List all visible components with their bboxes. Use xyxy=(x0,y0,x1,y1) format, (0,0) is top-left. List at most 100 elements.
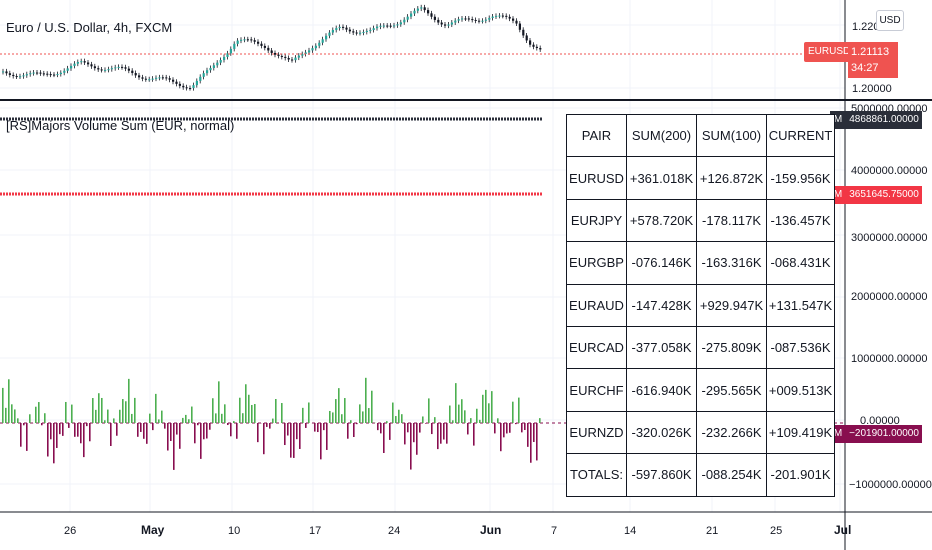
candle-body xyxy=(192,85,195,89)
histogram-bar xyxy=(377,423,379,431)
histogram-bar xyxy=(176,423,178,435)
histogram-bar xyxy=(83,423,85,458)
histogram-bar xyxy=(452,420,454,423)
histogram-bar xyxy=(26,423,28,451)
volume-sum-table: PAIR SUM(200) SUM(100) CURRENT EURUSD +3… xyxy=(566,113,835,497)
histogram-bar xyxy=(125,401,127,423)
time-axis-label: Jul xyxy=(834,523,851,537)
candle-body xyxy=(372,28,375,31)
histogram-bar xyxy=(404,423,406,445)
histogram-bar xyxy=(482,394,484,423)
candle-body xyxy=(274,52,277,55)
histogram-bar xyxy=(68,423,70,428)
histogram-bar xyxy=(350,420,352,423)
table-row: EURCAD -377.058K -275.809K -087.536K xyxy=(566,325,835,370)
candle-body xyxy=(488,17,491,20)
histogram-bar xyxy=(329,410,331,423)
histogram-bar xyxy=(23,423,25,426)
candle-body xyxy=(59,72,62,75)
candle-body xyxy=(226,53,229,57)
time-axis-label: 17 xyxy=(309,525,321,537)
indicator-title[interactable]: [RS]Majors Volume Sum (EUR, normal) xyxy=(6,118,235,133)
candle-body xyxy=(141,77,144,79)
time-axis[interactable]: 26 May 10 17 24 Jun 7 14 21 25 Jul xyxy=(64,523,851,537)
time-axis-label: 14 xyxy=(624,525,636,537)
candle-body xyxy=(124,67,127,69)
histogram-bar xyxy=(437,423,439,450)
histogram-bar xyxy=(107,409,109,423)
histogram-bar xyxy=(113,418,115,423)
histogram-bar xyxy=(59,423,61,435)
histogram-bar xyxy=(353,423,355,437)
candle-body xyxy=(158,77,161,79)
candle-body xyxy=(114,67,117,69)
time-axis-label: 26 xyxy=(64,525,76,537)
candle-body xyxy=(437,19,440,23)
histogram-bar xyxy=(86,423,88,427)
candle-body xyxy=(233,43,236,49)
chart-title[interactable]: Euro / U.S. Dollar, 4h, FXCM xyxy=(6,20,173,35)
chart-grid xyxy=(0,0,845,512)
candle-body xyxy=(29,73,32,75)
histogram-bar xyxy=(197,423,199,426)
candle-body xyxy=(508,16,511,19)
candle-body xyxy=(15,76,18,78)
histogram-bar xyxy=(281,403,283,423)
histogram-bar xyxy=(539,418,541,423)
candle-body xyxy=(257,41,260,44)
candle-body xyxy=(308,50,311,53)
candle-body xyxy=(512,18,515,21)
price-axis-label: 1.20000 xyxy=(852,83,892,95)
candle-body xyxy=(42,73,45,75)
histogram-bar xyxy=(185,414,187,423)
price-axis[interactable]: 1.220 1.20000 xyxy=(852,21,892,95)
candle-body xyxy=(294,57,297,61)
candle-body xyxy=(365,30,368,32)
histogram-bar xyxy=(380,423,382,434)
candle-body xyxy=(328,32,331,36)
table-cell: EURUSD xyxy=(566,156,627,200)
histogram-bar xyxy=(188,419,190,423)
histogram-bar xyxy=(446,423,448,444)
table-cell: -076.146K xyxy=(626,241,697,285)
candle-body xyxy=(410,13,413,17)
indicator-axis-label: 2000000.00000 xyxy=(851,291,927,303)
histogram-bar xyxy=(173,423,175,470)
time-axis-label: 21 xyxy=(706,525,718,537)
histogram-bar xyxy=(179,423,181,449)
candle-body xyxy=(450,22,453,25)
histogram-bar xyxy=(167,423,169,451)
histogram-bar xyxy=(38,402,40,423)
indicator-axis[interactable]: 5000000.00000 4000000.00000 3000000.0000… xyxy=(849,103,932,491)
time-axis-label: May xyxy=(141,523,165,537)
candle-body xyxy=(433,16,436,20)
candle-body xyxy=(144,78,147,80)
table-row: EURAUD -147.428K +929.947K +131.547K xyxy=(566,283,835,327)
candle-body xyxy=(131,70,134,74)
candle-body xyxy=(440,22,443,25)
candle-body xyxy=(481,20,484,22)
candlestick-series[interactable] xyxy=(2,4,542,91)
column-header: SUM(200) xyxy=(626,113,697,158)
histogram-bar xyxy=(17,418,19,423)
candle-body xyxy=(396,24,399,26)
histogram-bar xyxy=(137,423,139,437)
histogram-bar xyxy=(458,404,460,423)
time-axis-label: Jun xyxy=(480,523,501,537)
indicator-axis-label: 4000000.00000 xyxy=(851,165,927,177)
candle-body xyxy=(284,56,287,58)
time-axis-label: 24 xyxy=(388,525,400,537)
table-cell: EURCAD xyxy=(566,325,627,370)
histogram-bar xyxy=(200,423,202,459)
histogram-bar xyxy=(14,409,16,423)
histogram-bar xyxy=(470,418,472,423)
histogram-bar xyxy=(206,423,208,439)
histogram-bar xyxy=(509,423,511,433)
histogram-bar xyxy=(50,423,52,440)
candle-body xyxy=(189,88,192,90)
histogram-bar xyxy=(398,409,400,423)
candle-body xyxy=(464,18,467,20)
currency-button[interactable]: USD xyxy=(876,10,904,31)
sum100-marker-value: 3651645.75000 xyxy=(846,186,922,204)
